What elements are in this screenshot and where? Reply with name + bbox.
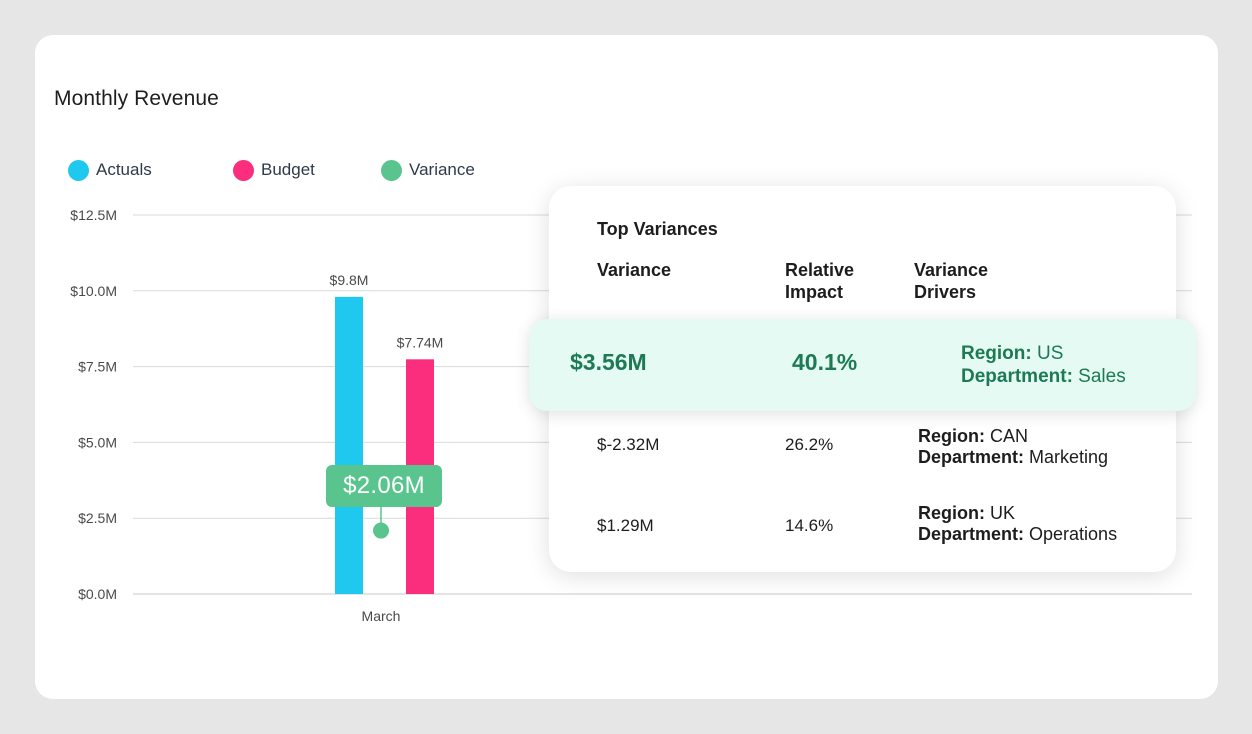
row-2-dept: Marketing [1024,447,1109,467]
row-1-dept-key: Department: [961,366,1073,387]
x-tick-label-march: March [362,608,401,624]
row-2-dept-key: Department: [918,447,1025,467]
y-tick-label: $2.5M [78,510,117,526]
row-1-dept: Sales [1072,366,1126,387]
legend-item-budget[interactable]: Budget [233,158,315,182]
legend-label-actuals: Actuals [96,160,152,179]
row-1-region: US [1031,343,1064,364]
row-2-variance: $-2.32M [597,435,660,454]
legend-label-budget: Budget [261,160,315,179]
row-3-region-key: Region: [918,503,985,523]
legend-item-actuals[interactable]: Actuals [68,158,152,182]
y-tick-label: $5.0M [78,434,117,450]
row-3-dept-key: Department: [918,524,1025,544]
variance-dot-icon [381,159,402,181]
bar-value-label-actuals: $9.8M [330,272,369,288]
variance-point[interactable] [373,522,389,539]
row-1-drivers: Region: US Department: Sales [961,342,1126,388]
row-3-drivers: Region: UK Department: Operations [918,503,1117,545]
variance-value-pill: $2.06M [326,465,442,507]
row-2-impact: 26.2% [785,435,834,454]
row-2-region: CAN [985,426,1029,446]
col-header-drivers: Variance Drivers [914,260,989,302]
panel-title: Top Variances [597,219,718,239]
row-1-region-key: Region: [961,343,1032,364]
actuals-dot-icon [68,159,89,181]
legend-label-variance: Variance [409,160,475,179]
row-3-region: UK [985,503,1016,523]
chart-title: Monthly Revenue [54,87,219,110]
col-header-variance: Variance [597,260,672,280]
y-tick-label: $12.5M [70,207,117,223]
row-3-dept: Operations [1024,524,1118,544]
y-tick-label: $7.5M [78,359,117,375]
y-tick-label: $0.0M [78,586,117,602]
row-2-region-key: Region: [918,426,985,446]
highlighted-variance-row[interactable] [529,319,1196,411]
col-header-impact: Relative Impact [785,260,855,302]
bar-actuals[interactable] [335,296,363,594]
y-tick-label: $10.0M [70,283,117,299]
row-1-variance: $3.56M [570,349,647,375]
row-2-drivers: Region: CAN Department: Marketing [918,426,1108,468]
row-3-variance: $1.29M [597,516,654,535]
row-1-impact: 40.1% [792,349,858,375]
bar-value-label-budget: $7.74M [397,334,444,350]
budget-dot-icon [233,159,254,181]
row-3-impact: 14.6% [785,516,834,535]
legend-item-variance[interactable]: Variance [381,158,475,182]
